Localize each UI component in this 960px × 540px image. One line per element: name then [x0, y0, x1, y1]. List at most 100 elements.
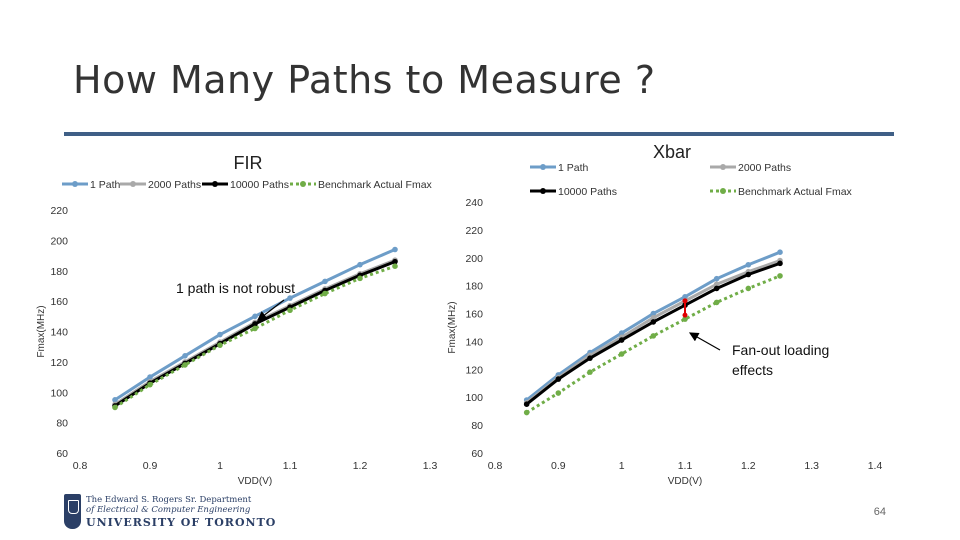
fir-legend-marker: [72, 181, 78, 187]
xbar-annotation-arrow: [688, 332, 721, 351]
fir-data-point: [392, 246, 398, 253]
fir-data-point: [287, 295, 293, 301]
title-underline: [64, 132, 894, 136]
xbar-y-tick-label: 180: [465, 281, 483, 293]
xbar-y-tick-label: 200: [465, 253, 483, 265]
fir-annotation-arrow: [257, 299, 285, 321]
fir-data-point: [322, 278, 328, 285]
fir-y-tick-label: 60: [56, 448, 68, 460]
fir-y-tick-label: 80: [56, 418, 68, 430]
xbar-legend-marker: [720, 164, 726, 170]
xbar-y-tick-label: 120: [465, 364, 483, 376]
fir-legend-label: 1 Path: [90, 179, 121, 191]
xbar-legend-marker: [540, 188, 546, 194]
fir-data-point: [322, 290, 328, 297]
xbar-gap-end-top: [682, 298, 688, 304]
xbar-data-point: [587, 355, 593, 361]
xbar-legend-marker: [720, 188, 726, 194]
xbar-y-tick-label: 160: [465, 309, 483, 321]
fir-data-point: [182, 362, 188, 368]
xbar-data-point: [745, 261, 752, 268]
fir-data-point: [252, 325, 258, 332]
fir-legend-marker: [130, 181, 136, 187]
xbar-data-point: [682, 294, 688, 300]
fir-legend-label: 2000 Paths: [148, 179, 201, 191]
xbar-data-point: [682, 316, 688, 322]
fir-data-point: [217, 331, 223, 338]
fir-x-tick-label: 0.9: [143, 460, 158, 472]
xbar-legend-label: Benchmark Actual Fmax: [738, 186, 853, 198]
xbar-chart-title: Xbar: [653, 142, 691, 162]
xbar-data-point: [618, 337, 625, 343]
xbar-data-point: [587, 369, 593, 375]
fir-data-point: [112, 397, 118, 403]
xbar-y-tick-label: 60: [471, 448, 483, 460]
xbar-data-point: [555, 376, 562, 382]
fir-x-tick-label: 1.2: [353, 460, 368, 472]
fir-y-tick-label: 200: [50, 235, 68, 247]
crest-icon: [64, 494, 81, 529]
xbar-x-tick-label: 1: [619, 460, 625, 472]
xbar-data-point: [745, 285, 752, 292]
fir-data-point: [147, 381, 153, 388]
fir-x-tick-label: 1: [217, 460, 223, 472]
xbar-gap-end-bottom: [682, 312, 688, 318]
xbar-x-tick-label: 1.2: [741, 460, 756, 472]
fir-y-axis-label: Fmax(MHz): [36, 305, 47, 357]
xbar-series-line-3: [525, 274, 781, 414]
xbar-data-point: [555, 390, 562, 396]
xbar-y-tick-label: 240: [465, 197, 483, 209]
xbar-data-point: [713, 275, 720, 282]
fir-y-tick-label: 140: [50, 327, 68, 339]
xbar-series-line-1: [525, 259, 781, 404]
fir-x-tick-label: 0.8: [73, 460, 88, 472]
xbar-y-tick-label: 80: [471, 420, 483, 432]
fir-data-point: [357, 261, 363, 268]
fir-x-axis-label: VDD(V): [238, 476, 272, 487]
fir-y-tick-label: 220: [50, 205, 68, 217]
fir-data-point: [357, 275, 363, 282]
xbar-data-point: [777, 273, 783, 279]
fir-y-tick-label: 120: [50, 357, 68, 369]
fir-data-point: [287, 307, 293, 314]
xbar-x-tick-label: 1.3: [804, 460, 819, 472]
xbar-data-point: [777, 249, 783, 255]
xbar-x-axis-label: VDD(V): [668, 476, 702, 487]
xbar-data-point: [745, 271, 752, 278]
fir-x-tick-label: 1.3: [423, 460, 438, 472]
fir-data-point: [392, 263, 398, 269]
fir-chart-title: FIR: [234, 153, 263, 173]
xbar-data-point: [713, 281, 720, 288]
fir-data-point: [217, 342, 223, 348]
fir-y-tick-label: 180: [50, 266, 68, 278]
xbar-y-tick-label: 220: [465, 225, 483, 237]
xbar-y-tick-label: 100: [465, 392, 483, 404]
xbar-legend-label: 10000 Paths: [558, 186, 617, 198]
xbar-y-axis-label: Fmax(MHz): [447, 301, 458, 353]
slide-title: How Many Paths to Measure ?: [73, 58, 656, 102]
xbar-legend-label: 2000 Paths: [738, 162, 791, 174]
xbar-data-point: [618, 351, 625, 357]
xbar-data-point: [713, 299, 720, 306]
xbar-data-point: [777, 260, 783, 267]
xbar-annotation-text: Fan-out loading effects: [732, 342, 829, 378]
logo-department-line1: The Edward S. Rogers Sr. Department: [86, 495, 252, 505]
xbar-data-point: [713, 285, 720, 292]
logo-university-name: UNIVERSITY OF TORONTO: [86, 516, 277, 529]
xbar-x-tick-label: 1.4: [868, 460, 883, 472]
xbar-y-tick-label: 140: [465, 336, 483, 348]
university-logo: The Edward S. Rogers Sr. Department of E…: [64, 494, 275, 534]
xbar-legend-label: 1 Path: [558, 162, 589, 174]
xbar-data-point: [650, 310, 657, 317]
xbar-x-tick-label: 0.9: [551, 460, 566, 472]
fir-data-point: [252, 321, 258, 327]
xbar-data-point: [618, 330, 625, 336]
xbar-data-point: [650, 333, 657, 339]
fir-annotation-text: 1 path is not robust: [176, 280, 295, 296]
fir-x-tick-label: 1.1: [283, 460, 298, 472]
fir-legend-marker: [212, 181, 218, 187]
fir-y-tick-label: 160: [50, 296, 68, 308]
logo-department-line2: of Electrical & Computer Engineering: [86, 505, 251, 515]
xbar-legend-marker: [540, 164, 546, 170]
